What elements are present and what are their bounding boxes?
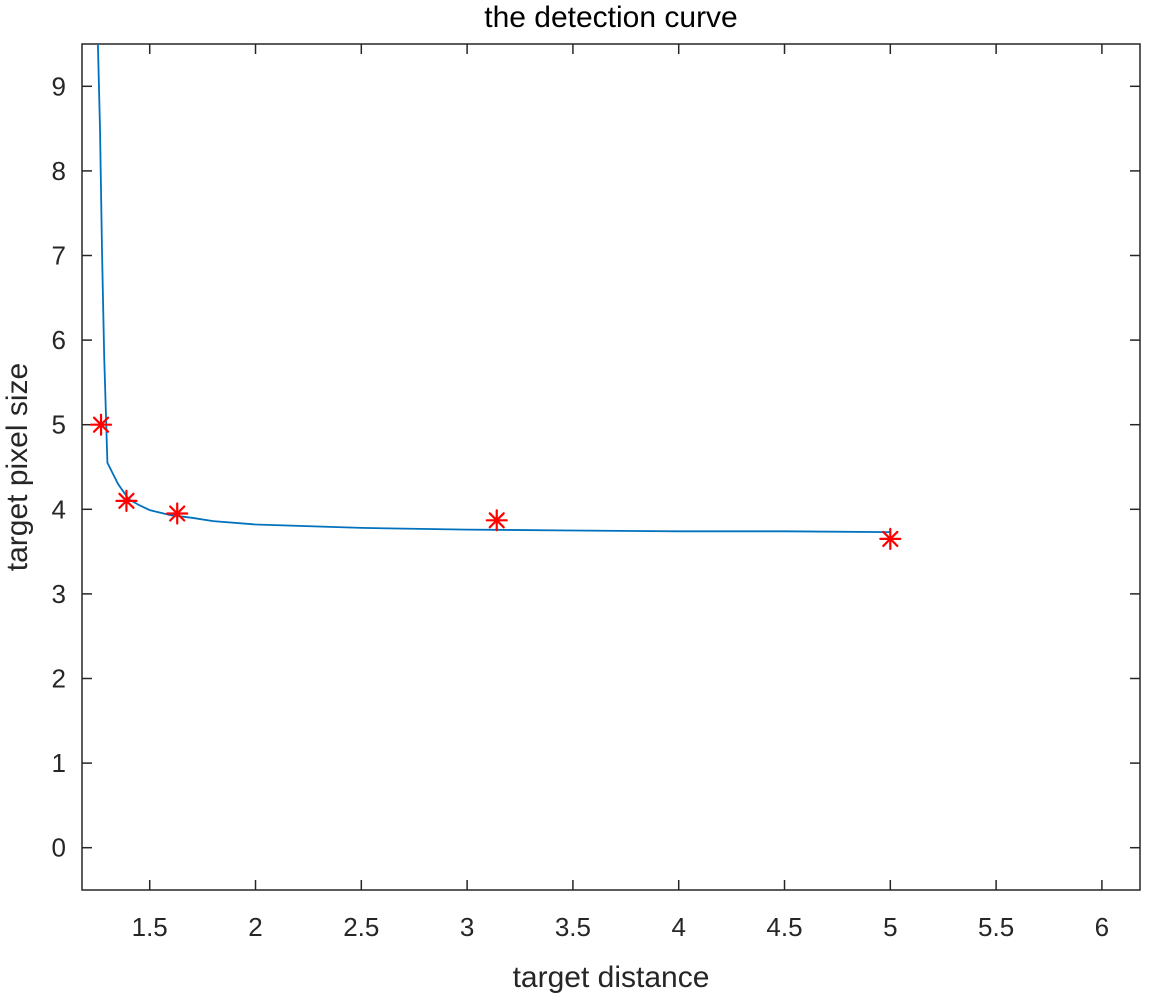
y-tick-label: 8 (52, 156, 66, 186)
y-tick-label: 4 (52, 494, 66, 524)
x-tick-label: 2 (248, 912, 262, 942)
x-tick-label: 1.5 (132, 912, 168, 942)
x-tick-label: 3 (460, 912, 474, 942)
y-axis: 0 1 2 3 4 5 6 7 8 9 (52, 71, 1140, 863)
y-tick-label: 0 (52, 833, 66, 863)
data-point-marker (879, 527, 902, 551)
x-tick-label: 6 (1095, 912, 1109, 942)
data-point-marker (89, 413, 113, 436)
chart-title: the detection curve (484, 1, 738, 34)
y-tick-label: 3 (52, 579, 66, 609)
series-layer (89, 43, 902, 551)
x-axis: 1.5 2 2.5 3 3.5 4 4.5 5 5.5 6 (132, 44, 1109, 942)
y-tick-label: 5 (52, 410, 66, 440)
data-point-marker (115, 489, 138, 512)
x-tick-label: 4.5 (766, 912, 802, 942)
x-tick-label: 3.5 (555, 912, 591, 942)
y-tick-label: 9 (52, 71, 66, 101)
x-tick-label: 5 (883, 912, 897, 942)
y-tick-label: 7 (52, 241, 66, 271)
x-tick-label: 4 (671, 912, 685, 942)
data-point-marker (485, 509, 508, 532)
curve-line (97, 43, 891, 533)
x-tick-label: 2.5 (343, 912, 379, 942)
plot-area (81, 43, 1141, 891)
x-tick-label: 5.5 (978, 912, 1014, 942)
y-tick-label: 1 (52, 748, 66, 778)
y-tick-label: 6 (52, 325, 66, 355)
x-axis-label: target distance (513, 961, 710, 994)
data-point-marker (166, 502, 189, 525)
y-axis-label: target pixel size (1, 363, 34, 571)
y-tick-label: 2 (52, 664, 66, 694)
